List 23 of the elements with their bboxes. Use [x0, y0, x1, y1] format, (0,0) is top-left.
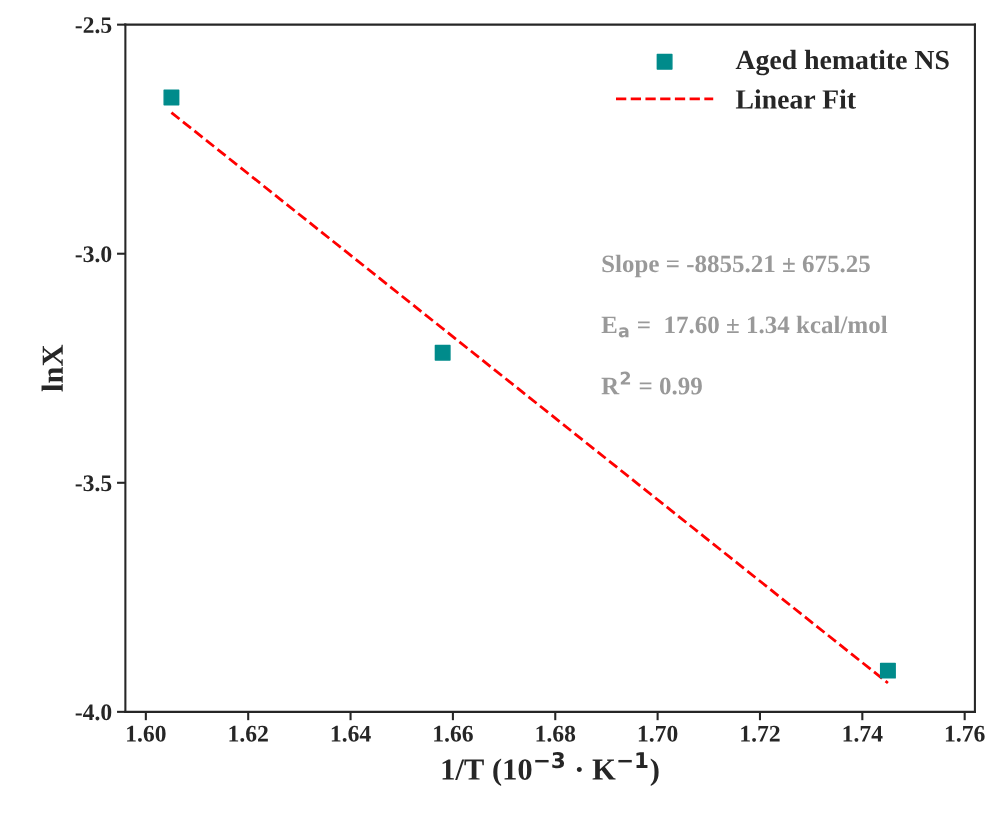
- y-tick-label: -3.5: [75, 475, 112, 492]
- y-tick-label: -2.5: [75, 17, 112, 34]
- point: [163, 89, 180, 106]
- annotation: R$^{2}$ = 0.99: [601, 371, 702, 395]
- x-tick-label: 1.62: [229, 725, 268, 742]
- y-tick-label: -4.0: [75, 704, 112, 721]
- annotation: E$_{a}$ = 17.60 ± 1.34 kcal/mol: [601, 315, 888, 338]
- legend-label: Linear Fit: [735, 89, 856, 109]
- x-tick-label: 1.70: [638, 725, 678, 742]
- legend-label: Aged hematite NS: [735, 49, 949, 76]
- y-axis-title: lnX: [41, 344, 63, 392]
- x-tick-label: 1.74: [843, 725, 883, 742]
- y-tick-label: -3.0: [75, 246, 112, 263]
- point: [879, 662, 896, 679]
- x-tick-label: 1.64: [331, 725, 371, 742]
- point: [434, 344, 451, 361]
- x-tick-label: 1.76: [945, 725, 985, 742]
- x-tick-label: 1.66: [434, 725, 473, 742]
- x-axis-title: 1/T (10$^{−3}$ · K$^{−1}$): [442, 752, 659, 787]
- x-tick-label: 1.60: [127, 725, 166, 742]
- annotation: Slope = -8855.21 ± 675.25: [602, 254, 870, 278]
- x-tick-label: 1.68: [536, 725, 576, 742]
- x-tick-label: 1.72: [741, 725, 780, 742]
